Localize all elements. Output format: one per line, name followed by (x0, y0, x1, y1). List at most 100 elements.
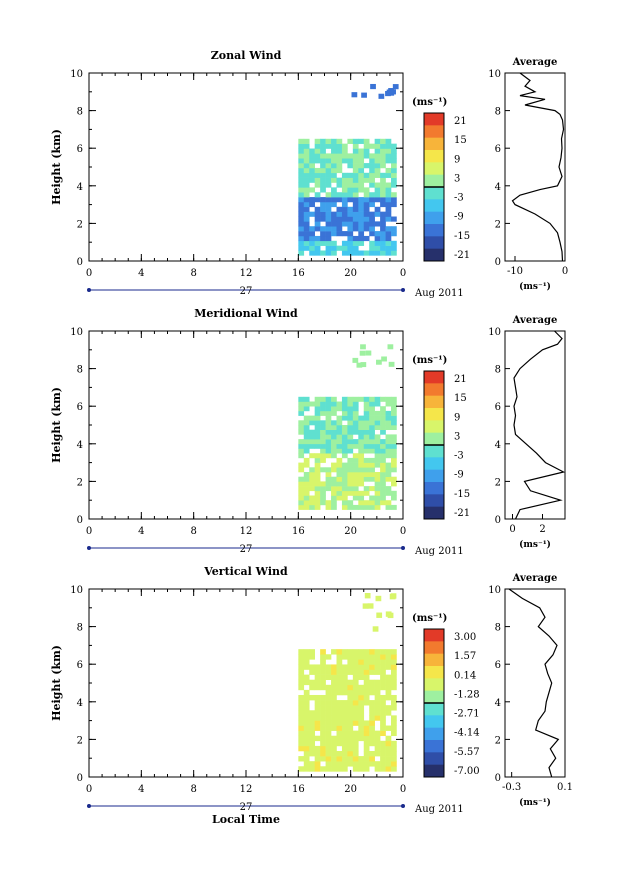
heatmap-cell (298, 500, 305, 506)
heatmap-cell (374, 443, 381, 449)
colorbar-tick-label: -5.57 (454, 747, 480, 758)
heatmap-cell (320, 448, 326, 454)
heatmap-cell (358, 172, 365, 178)
heatmap-cell (331, 689, 337, 696)
heatmap-cell (341, 740, 348, 747)
heatmap-cell (352, 756, 359, 762)
heatmap-cell (374, 700, 381, 706)
heatmap-cell (341, 750, 348, 757)
date-label: 27 (240, 802, 253, 813)
heatmap-cell (363, 143, 370, 149)
heatmap-cell (391, 240, 397, 246)
heatmap-cell (358, 182, 365, 188)
heatmap-cells (298, 593, 397, 772)
heatmap-cell (331, 158, 337, 164)
heatmap-cell (320, 486, 326, 492)
profile-y-tick-label: 4 (495, 698, 501, 709)
heatmap-cell (303, 177, 310, 183)
heatmap-cell (325, 750, 332, 757)
colorbar-segment (424, 125, 444, 139)
heatmap-cell (336, 167, 343, 174)
heatmap-cell (352, 211, 359, 217)
heatmap-cell (385, 187, 392, 193)
heatmap-cell (347, 216, 354, 222)
heatmap-cell (358, 167, 365, 174)
heatmap-cell (347, 664, 354, 670)
heatmap-cell (320, 664, 326, 670)
heatmap-cell (380, 490, 386, 496)
heatmap-cell (314, 664, 321, 670)
heatmap-cell (347, 250, 354, 256)
heatmap-cell (341, 649, 348, 655)
heatmap-cell (331, 705, 337, 711)
heatmap-cell (378, 93, 385, 99)
heatmap-cell (375, 595, 382, 602)
heatmap-cell (309, 172, 315, 178)
colorbar-tick-label: -9 (454, 212, 464, 223)
heatmap-cell (309, 504, 315, 510)
heatmap-cell (331, 240, 337, 246)
heatmap-cell (298, 439, 305, 445)
y-tick-label: 10 (70, 585, 83, 596)
heatmap-cell (320, 669, 326, 675)
heatmap-cell (331, 453, 337, 459)
heatmap-cell (331, 700, 337, 706)
heatmap-cell (385, 689, 392, 696)
heatmap-cell (363, 700, 370, 706)
heatmap-cell (325, 674, 332, 681)
colorbar-tick-label: -4.14 (454, 728, 480, 739)
heatmap-cell (298, 429, 305, 435)
heatmap-cell (331, 245, 337, 251)
heatmap-cell (391, 148, 397, 154)
heatmap-cell (320, 163, 326, 169)
heatmap-cell (325, 235, 332, 242)
heatmap-cell (341, 415, 348, 421)
heatmap-cell (320, 406, 326, 412)
heatmap-cell (385, 684, 392, 691)
heatmap-cell (298, 406, 305, 412)
x-tick-label: 12 (240, 784, 253, 795)
heatmap-cell (309, 153, 315, 159)
heatmap-cell (303, 406, 310, 412)
heatmap-cell (391, 750, 397, 757)
heatmap-cell (380, 216, 386, 222)
y-tick-label: 6 (77, 402, 83, 413)
heatmap-cell (369, 172, 375, 178)
heatmap-cell (309, 735, 315, 742)
heatmap-cell (372, 626, 379, 632)
heatmap-cell (374, 240, 381, 246)
heatmap-cell (369, 472, 375, 477)
heatmap-cell (347, 740, 354, 747)
heatmap-cell (336, 158, 343, 164)
heatmap-cell (369, 467, 375, 473)
heatmap-cell (352, 221, 359, 227)
heatmap-cell (331, 735, 337, 742)
heatmap-cell (369, 167, 375, 174)
heatmap-cell (320, 410, 326, 416)
heatmap-cell (303, 649, 310, 655)
heatmap-cell (374, 490, 381, 496)
heatmap-cell (374, 221, 381, 227)
heatmap-cell (391, 462, 397, 468)
heatmap-cell (385, 490, 392, 496)
heatmap-cell (320, 745, 326, 752)
heatmap-cell (385, 462, 392, 468)
heatmap-cell (320, 715, 326, 721)
heatmap-cell (374, 250, 381, 256)
heatmap-cell (325, 245, 332, 251)
heatmap-cell (358, 457, 365, 463)
heatmap-cell (369, 725, 375, 731)
heatmap-cell (358, 761, 365, 767)
heatmap-cell (325, 153, 332, 159)
heatmap-cell (369, 457, 375, 463)
heatmap-cell (369, 425, 375, 430)
heatmap-cell (391, 756, 397, 762)
heatmap-cell (352, 766, 359, 772)
heatmap-cell (314, 216, 321, 222)
colorbar-segment (424, 715, 444, 729)
heatmap-cell (347, 172, 354, 178)
heatmap-cell (314, 240, 321, 246)
heatmap-cell (314, 143, 321, 149)
heatmap-cell (325, 756, 332, 762)
heatmap-cell (369, 415, 375, 421)
